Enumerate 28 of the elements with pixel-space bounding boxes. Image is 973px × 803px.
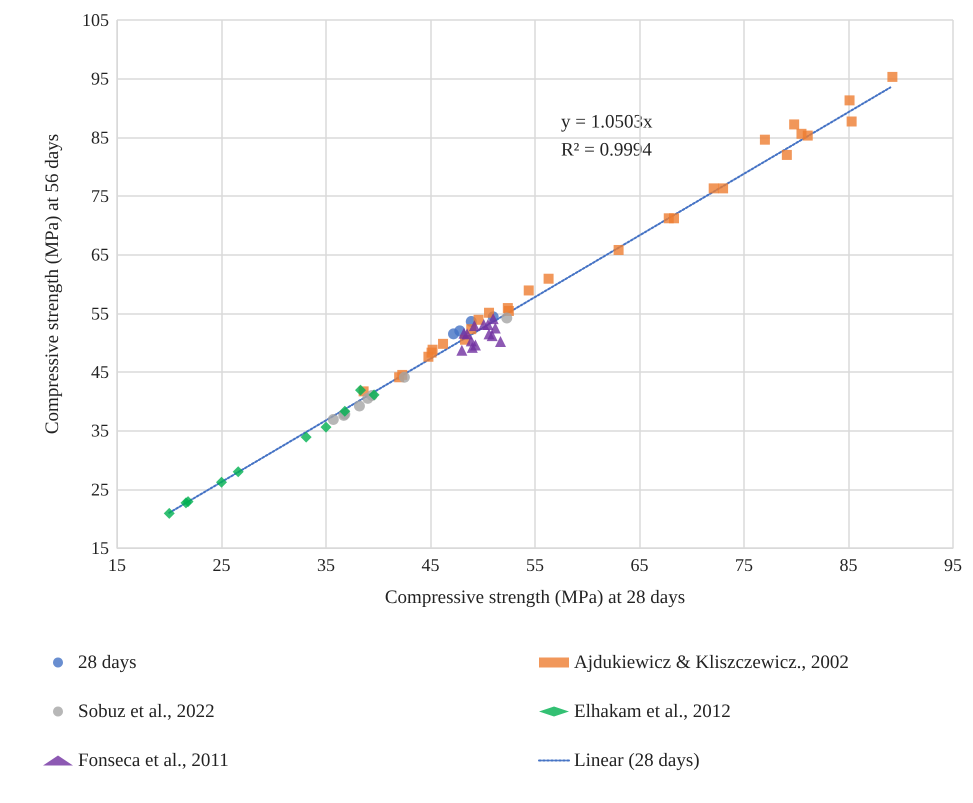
- legend-label: Linear (28 days): [574, 750, 700, 771]
- y-tick-label: 15: [91, 538, 109, 558]
- legend-label: Fonseca et al., 2011: [78, 750, 229, 771]
- y-tick-label: 45: [91, 362, 109, 382]
- x-tick-label: 35: [317, 555, 335, 575]
- y-tick-label: 95: [91, 68, 109, 89]
- x-tick-label: 45: [422, 555, 440, 575]
- y-tick-label: 35: [91, 420, 109, 441]
- x-tick-label: 55: [526, 555, 544, 575]
- x-tick-label: 85: [840, 555, 858, 575]
- y-axis-title: Compressive strength (MPa) at 56 days: [42, 134, 63, 434]
- x-tick-label: 25: [212, 555, 230, 575]
- legend-label: Sobuz et al., 2022: [78, 701, 215, 722]
- legend-label: Ajdukiewicz & Kliszczewicz., 2002: [574, 652, 849, 673]
- y-tick-label: 65: [91, 244, 109, 265]
- y-tick-label: 55: [91, 303, 109, 324]
- annotation: y = 1.0503x R² = 0.9994: [561, 112, 653, 160]
- x-tick-label: 65: [630, 555, 648, 575]
- y-tick-label: 75: [91, 186, 109, 206]
- legend-label: 28 days: [78, 652, 137, 673]
- x-tick-label: 75: [735, 555, 753, 575]
- x-tick-label: 95: [944, 555, 962, 575]
- y-tick-label: 85: [91, 127, 109, 148]
- legend-label: Elhakam et al., 2012: [574, 701, 731, 722]
- x-axis-title: Compressive strength (MPa) at 28 days: [384, 587, 686, 608]
- x-tick-label: 15: [108, 555, 126, 575]
- y-tick-label: 25: [91, 479, 109, 500]
- y-tick-label: 105: [82, 10, 109, 30]
